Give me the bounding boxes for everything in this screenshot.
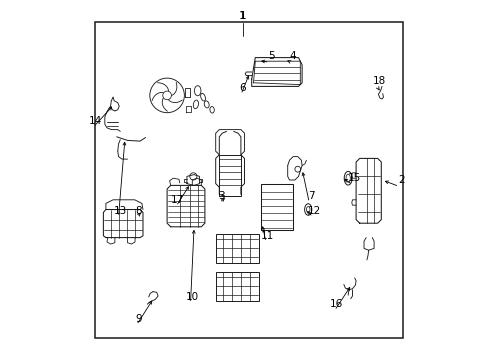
Text: 14: 14 — [88, 116, 102, 126]
Text: 4: 4 — [289, 51, 296, 61]
Text: 11: 11 — [261, 231, 274, 241]
Text: 2: 2 — [397, 175, 404, 185]
Bar — [219, 155, 241, 196]
Bar — [95, 22, 402, 338]
Text: 1: 1 — [239, 11, 245, 21]
Bar — [215, 234, 258, 263]
Text: 18: 18 — [372, 76, 386, 86]
Text: 6: 6 — [239, 83, 245, 93]
Text: 16: 16 — [329, 299, 342, 309]
Text: 7: 7 — [307, 191, 314, 201]
Text: 10: 10 — [185, 292, 199, 302]
Text: 3: 3 — [217, 191, 224, 201]
Text: 12: 12 — [307, 206, 321, 216]
Text: 1: 1 — [239, 11, 245, 21]
Bar — [260, 184, 292, 230]
Text: 13: 13 — [113, 206, 127, 216]
Text: 9: 9 — [135, 314, 142, 324]
Bar — [215, 272, 258, 301]
Text: 17: 17 — [171, 195, 184, 205]
Text: 15: 15 — [347, 173, 360, 183]
Text: 8: 8 — [135, 206, 142, 216]
Text: 5: 5 — [267, 51, 274, 61]
